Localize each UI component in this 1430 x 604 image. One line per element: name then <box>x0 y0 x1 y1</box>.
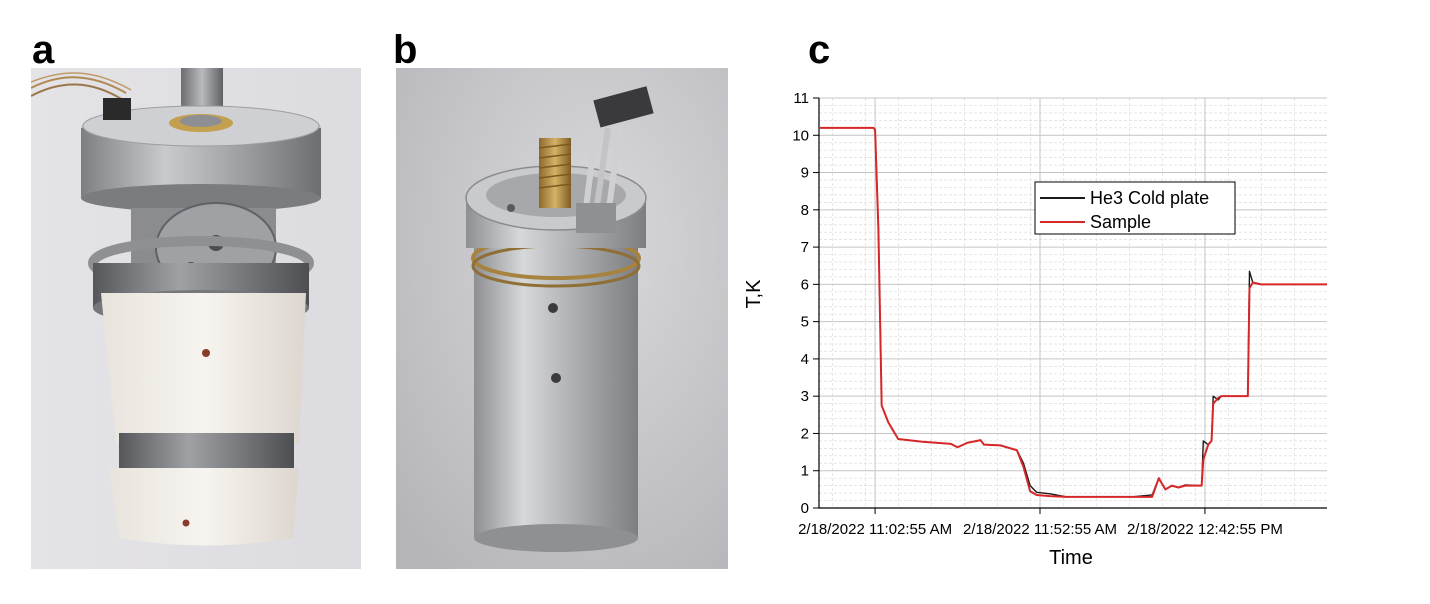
y-tick-label: 8 <box>801 202 809 219</box>
x-tick-label: 2/18/2022 12:42:55 PM <box>1127 521 1283 538</box>
photo-b-drawing <box>396 68 728 569</box>
legend-label: He3 Cold plate <box>1090 188 1209 208</box>
chart-legend: He3 Cold plate Sample <box>1034 181 1236 235</box>
y-tick-label: 11 <box>793 90 809 107</box>
y-tick-label: 10 <box>792 127 809 144</box>
legend-box <box>1034 181 1236 235</box>
photo-a-insert-assembly <box>31 68 361 569</box>
y-tick-label: 9 <box>801 165 809 182</box>
y-tick-label: 4 <box>801 351 809 368</box>
panel-label-c: c <box>808 28 831 72</box>
y-tick-label: 1 <box>801 463 809 480</box>
y-tick-label: 5 <box>801 314 809 331</box>
y-tick-label: 3 <box>801 388 809 405</box>
y-axis-title: T,K <box>743 279 765 309</box>
x-axis-title: Time <box>1049 547 1093 569</box>
series-layer <box>819 126 1327 498</box>
x-tick-label: 2/18/2022 11:02:55 AM <box>798 521 952 538</box>
legend-label: Sample <box>1090 212 1151 232</box>
panel-label-b: b <box>393 28 418 72</box>
panel-label-a: a <box>32 28 55 72</box>
temperature-chart: 0 1 2 3 4 5 6 7 8 9 10 11 2/18/2022 11:02:55 AM 2/18/… <box>743 90 1327 569</box>
y-tick-label: 6 <box>801 276 809 293</box>
grid-layer <box>819 97 1327 509</box>
photo-a-drawing <box>31 68 361 569</box>
y-tick-label: 7 <box>801 239 809 256</box>
axes-layer: 0 1 2 3 4 5 6 7 8 9 10 11 2/18/2022 11:02:55 AM 2/18/… <box>792 90 1327 538</box>
photo-b-sealed-cell <box>396 68 728 569</box>
series-line-sample <box>819 126 1327 498</box>
x-tick-label: 2/18/2022 11:52:55 AM <box>963 521 1117 538</box>
y-tick-label: 0 <box>801 500 809 517</box>
y-tick-label: 2 <box>801 425 809 442</box>
